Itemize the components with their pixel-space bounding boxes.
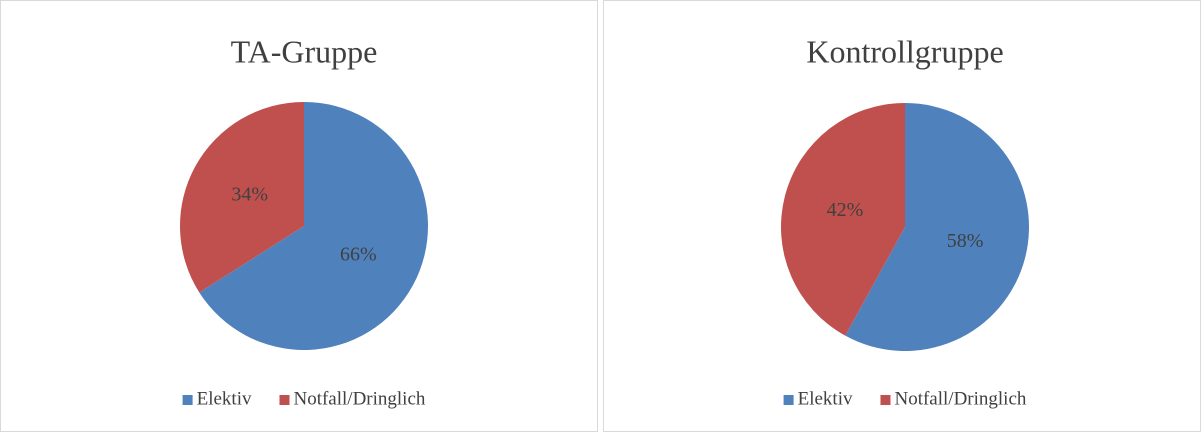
legend-swatch [783,395,794,405]
chart-title: TA-Gruppe [231,33,378,69]
data-label: 58% [947,230,984,252]
data-label: 66% [340,243,377,265]
pie-slice [180,102,304,293]
legend-label: Notfall/Dringlich [293,388,425,409]
data-label: 34% [231,184,268,206]
legend-swatch [279,395,290,405]
legend-label: Elektiv [197,388,252,409]
chart-title: Kontrollgruppe [806,33,1003,69]
legend-swatch [880,395,891,405]
legend-label: Elektiv [798,388,853,409]
pie-slice [199,102,428,350]
legend-label: Notfall/Dringlich [894,388,1026,409]
data-label: 42% [827,199,864,221]
pie-slice [845,103,1029,352]
pie-slice [781,103,905,336]
legend-swatch [182,395,193,405]
